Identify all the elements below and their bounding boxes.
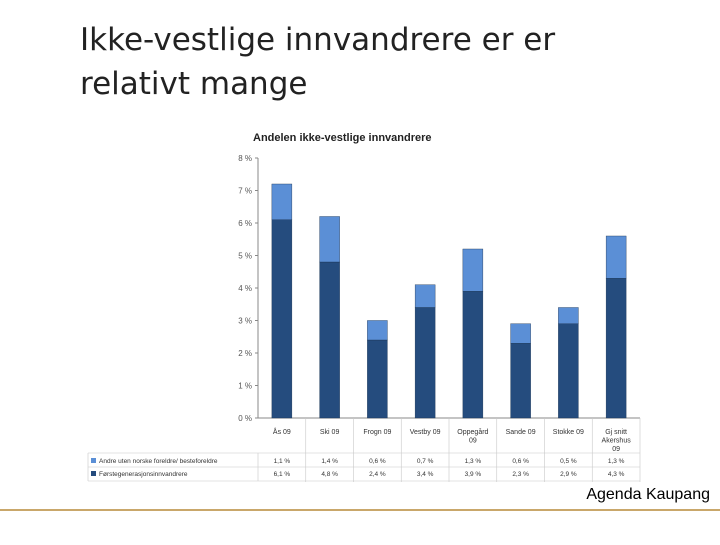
y-tick-label: 5 % [238, 252, 252, 261]
data-label: 0,6 % [512, 458, 529, 465]
data-label: 1,1 % [274, 458, 291, 465]
data-label: 3,9 % [465, 471, 482, 478]
data-label: 3,4 % [417, 471, 434, 478]
bar-segment-first-generation [462, 291, 484, 419]
x-category-label: Ski 09 [320, 429, 340, 436]
y-tick-label: 3 % [238, 317, 252, 326]
x-category-label: Ås 09 [273, 427, 291, 436]
bar-segment-other [367, 320, 388, 341]
data-label: 2,9 % [560, 471, 577, 478]
legend-label: Andre uten norske foreldre/ besteforeldr… [99, 458, 218, 465]
chart-title: Andelen ikke-vestlige innvandrere [253, 132, 432, 144]
y-tick-label: 6 % [238, 219, 252, 228]
bar-segment-first-generation [367, 339, 388, 419]
data-label: 4,3 % [608, 471, 625, 478]
data-label: 4,8 % [321, 471, 338, 478]
data-label: 0,7 % [417, 458, 434, 465]
x-category-label: 09 [469, 438, 477, 445]
y-tick-label: 8 % [238, 154, 252, 163]
footer-text: Agenda Kaupang [586, 486, 710, 503]
bar-segment-other [462, 248, 484, 292]
x-category-label: Frogn 09 [363, 429, 391, 436]
x-category-label: 09 [612, 446, 620, 453]
bar-segment-first-generation [558, 323, 579, 419]
x-category-label: Oppegård [457, 428, 488, 436]
chart-panel [250, 126, 642, 482]
data-label: 1,3 % [608, 458, 625, 465]
data-label: 1,3 % [465, 458, 482, 465]
y-tick-label: 1 % [238, 382, 252, 391]
y-tick-label: 2 % [238, 349, 252, 358]
legend-swatch [91, 458, 96, 463]
slide-title-line-1: Ikke-vestlige innvandrere er er [80, 22, 556, 58]
y-tick-label: 7 % [238, 187, 252, 196]
bar-segment-first-generation [510, 343, 531, 419]
legend-swatch [91, 471, 96, 476]
bar-segment-first-generation [605, 278, 627, 419]
data-label: 0,6 % [369, 458, 386, 465]
bar-segment-other [414, 284, 436, 308]
bar-segment-other [319, 216, 340, 263]
slide-title: Ikke-vestlige innvandrere er er relativt… [80, 18, 680, 106]
x-category-label: Akershus [602, 438, 632, 445]
footer-rule [0, 509, 720, 511]
y-tick-label: 4 % [238, 284, 252, 293]
y-tick-label: 0 % [238, 414, 252, 423]
x-category-label: Vestby 09 [410, 429, 441, 436]
legend-label: Førstegenerasjonsinnvandrere [99, 471, 188, 478]
x-category-label: Stokke 09 [553, 429, 584, 436]
bar-segment-first-generation [271, 219, 293, 419]
data-label: 1,4 % [321, 458, 338, 465]
bar-segment-other [510, 323, 531, 344]
data-label: 6,1 % [274, 471, 291, 478]
bar-segment-other [271, 183, 293, 220]
x-category-label: Sande 09 [506, 429, 536, 436]
bar-segment-first-generation [319, 261, 340, 419]
data-label: 2,3 % [512, 471, 529, 478]
data-label: 0,5 % [560, 458, 577, 465]
bar-segment-other [605, 235, 627, 279]
slide-title-line-2: relativt mange [80, 66, 308, 102]
bar-segment-first-generation [414, 307, 436, 419]
bar-segment-other [558, 307, 579, 324]
x-category-label: Gj snitt [605, 429, 627, 436]
data-label: 2,4 % [369, 471, 386, 478]
